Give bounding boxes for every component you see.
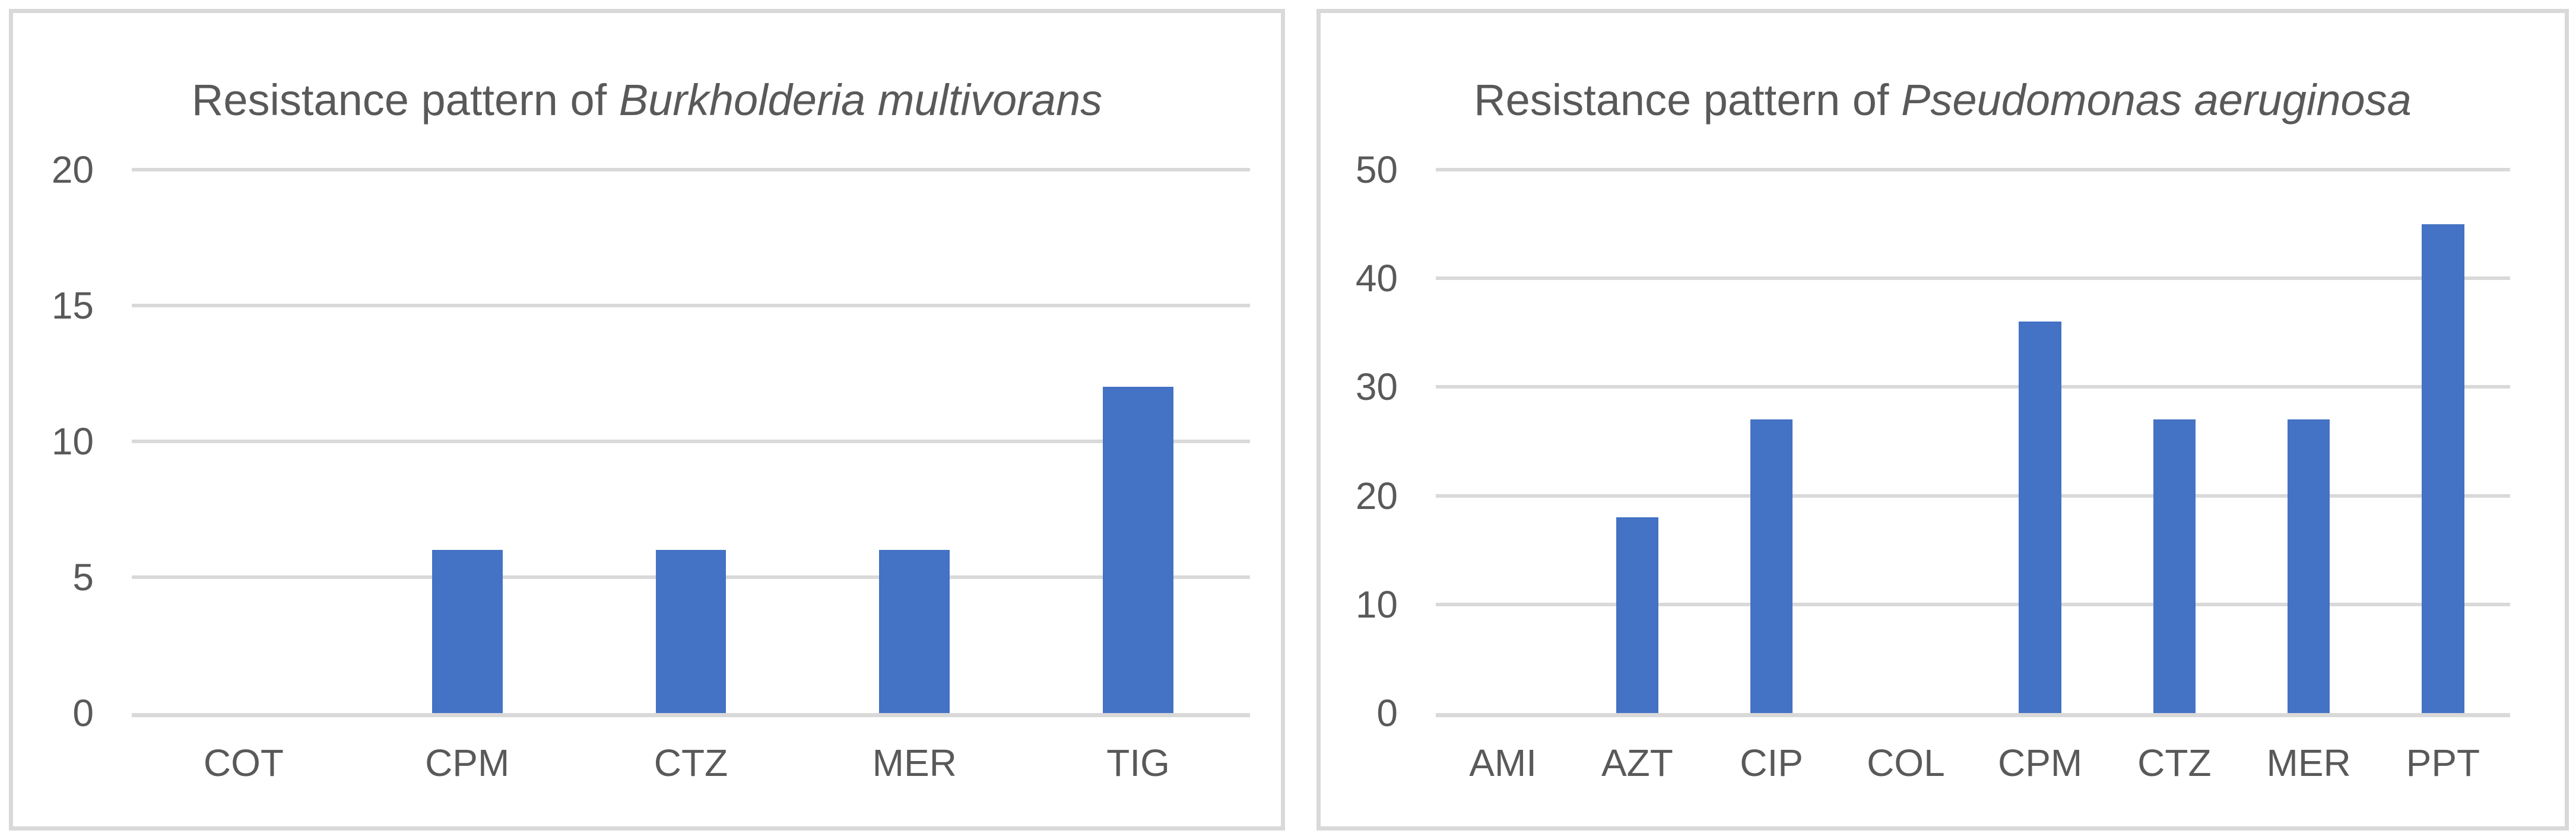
chart-title: Resistance pattern of Pseudomonas aerugi… — [1321, 73, 2565, 128]
x-category-label: CTZ — [653, 742, 728, 784]
gridline — [132, 440, 1250, 443]
x-category-label: TIG — [1106, 742, 1170, 784]
bar-cpm — [432, 550, 503, 713]
bar-slot — [579, 170, 803, 713]
gridline — [132, 304, 1250, 307]
bar-azt — [1616, 517, 1658, 713]
bar-slot — [2242, 170, 2376, 713]
bar-slot — [132, 170, 356, 713]
chart-title: Resistance pattern of Burkholderia multi… — [13, 73, 1281, 128]
bar-slot — [1026, 170, 1250, 713]
bars-group — [1436, 170, 2510, 713]
plot-area: AMI AZT CIP COL CPM CTZ MER PPT 0 10 20 30 40 50 — [1356, 151, 2510, 782]
x-axis-category-labels: AMI AZT CIP COL CPM CTZ MER PPT — [1436, 744, 2510, 782]
y-tick-label: 0 — [1376, 692, 1398, 734]
chart-title-prefix: Resistance pattern of — [191, 75, 619, 125]
bar-slot — [2107, 170, 2241, 713]
bar-slot — [1973, 170, 2107, 713]
x-axis-line — [1436, 713, 2510, 717]
bar-cip — [1750, 419, 1793, 713]
gridline — [1436, 276, 2510, 281]
x-category-label: MER — [872, 742, 957, 784]
y-tick-label: 40 — [1355, 257, 1398, 300]
bar-mer — [879, 550, 950, 713]
y-tick-label: 20 — [51, 148, 94, 191]
y-tick-label: 0 — [72, 692, 94, 734]
bar-mer — [2287, 419, 2330, 713]
bar-cpm — [2019, 322, 2061, 713]
bar-ctz — [2153, 419, 2196, 713]
bar-slot — [1570, 170, 1704, 713]
gridline — [1436, 494, 2510, 498]
bar-slot — [802, 170, 1026, 713]
bar-slot — [1436, 170, 1570, 713]
chart-title-species: Burkholderia multivorans — [618, 75, 1103, 125]
chart-panel-pseudomonas-aeruginosa: Resistance pattern of Pseudomonas aerugi… — [1316, 9, 2569, 831]
gridline — [1436, 385, 2510, 389]
y-tick-label: 15 — [51, 284, 94, 327]
bar-slot — [1705, 170, 1839, 713]
x-axis-line — [132, 713, 1250, 717]
bar-ctz — [655, 550, 727, 713]
gridline — [132, 168, 1250, 171]
chart-title-prefix: Resistance pattern of — [1474, 75, 1901, 125]
bar-tig — [1103, 387, 1173, 713]
y-tick-label: 10 — [1355, 583, 1398, 626]
bar-slot — [2376, 170, 2510, 713]
bar-slot — [356, 170, 579, 713]
chart-panel-burkholderia-multivorans: Resistance pattern of Burkholderia multi… — [9, 9, 1285, 831]
bars-group — [132, 170, 1250, 713]
gridline — [1436, 602, 2510, 606]
x-category-label: COT — [203, 742, 284, 784]
y-tick-label: 30 — [1355, 365, 1398, 409]
x-category-label: MER — [2266, 742, 2351, 784]
y-tick-label: 5 — [72, 556, 94, 599]
x-category-label: CTZ — [2137, 742, 2212, 784]
x-category-label: AZT — [1601, 742, 1673, 784]
x-category-label: COL — [1867, 742, 1945, 784]
x-category-label: CPM — [1998, 742, 2083, 784]
x-category-label: CPM — [425, 742, 510, 784]
x-category-label: PPT — [2406, 742, 2480, 784]
x-category-label: CIP — [1740, 742, 1803, 784]
y-tick-label: 50 — [1355, 148, 1398, 191]
bar-slot — [1839, 170, 1973, 713]
chart-title-species: Pseudomonas aeruginosa — [1901, 75, 2412, 125]
y-tick-label: 10 — [51, 420, 94, 463]
y-tick-label: 20 — [1355, 474, 1398, 517]
x-axis-category-labels: COT CPM CTZ MER TIG — [132, 744, 1250, 782]
x-category-label: AMI — [1469, 742, 1537, 784]
plot-area: COT CPM CTZ MER TIG 0 5 10 15 20 — [52, 151, 1250, 782]
gridline — [1436, 168, 2510, 171]
bar-ppt — [2422, 224, 2464, 713]
